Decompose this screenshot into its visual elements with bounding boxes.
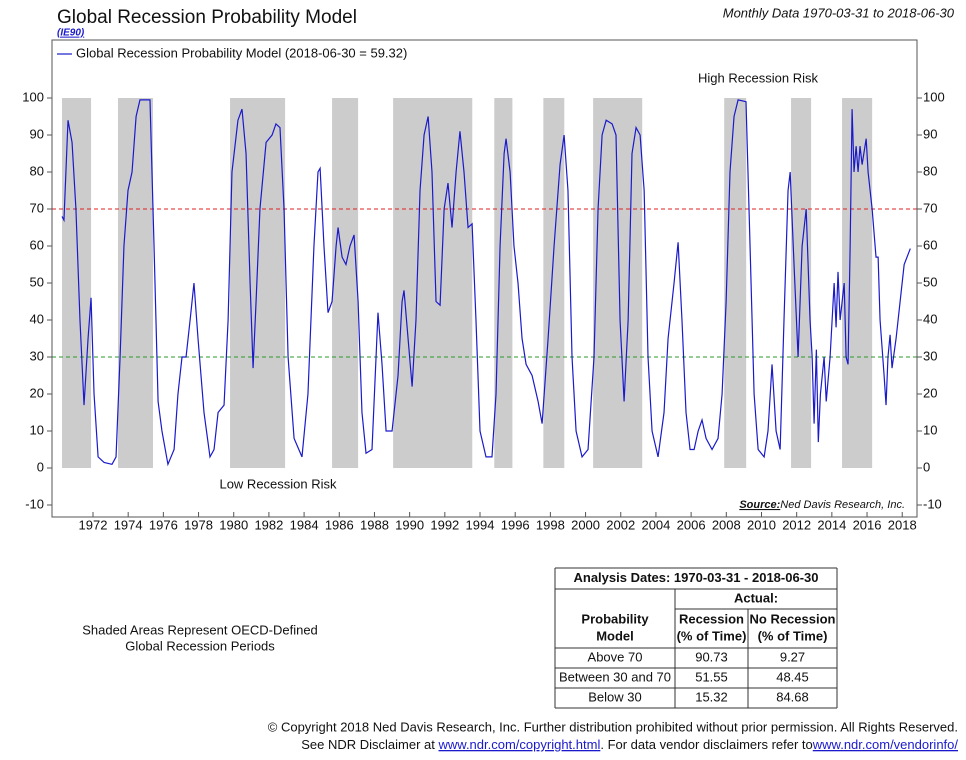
y-tick-label: 50 <box>30 274 44 289</box>
y-tick-label: 70 <box>30 200 44 215</box>
x-tick-label: 2000 <box>571 517 600 532</box>
x-tick-label: 2016 <box>853 517 882 532</box>
x-tick-label: 2012 <box>782 517 811 532</box>
recession-band <box>230 98 286 469</box>
y-tick-label: 60 <box>30 237 44 252</box>
x-tick-label: 1988 <box>360 517 389 532</box>
chart-title: Global Recession Probability Model <box>57 7 357 28</box>
x-tick-label: 2014 <box>817 517 846 532</box>
recession-band <box>393 98 473 469</box>
x-tick-label: 1994 <box>466 517 495 532</box>
table-cell: (% of Time) <box>758 628 828 643</box>
y2-tick-label: 80 <box>923 163 937 178</box>
y2-tick-label: 70 <box>923 200 937 215</box>
x-tick-label: 1980 <box>219 517 248 532</box>
x-tick-label: 1990 <box>395 517 424 532</box>
plot: -10 -10 0 0 10 10 20 20 30 30 40 40 50 50 60 60 70 70 80 80… <box>22 45 944 532</box>
table-cell: Between 30 and 70 <box>559 669 671 684</box>
table: Analysis Dates: 1970-03-31 - 2018-06-30 A… <box>554 567 838 709</box>
y2-tick-label: 60 <box>923 237 937 252</box>
series-line <box>61 99 911 467</box>
link[interactable]: www.ndr.com/copyright.html <box>438 737 601 752</box>
table-cell: Above 70 <box>588 649 643 664</box>
recession-band <box>117 98 153 469</box>
annotation: High Recession Risk <box>698 70 818 85</box>
y2-tick-label: 30 <box>923 348 937 363</box>
x-tick-label: 2002 <box>606 517 635 532</box>
table-cell: Analysis Dates: 1970-03-31 - 2018-06-30 <box>574 570 819 585</box>
legend-label: Global Recession Probability Model (2018… <box>76 45 407 60</box>
y-tick-label: 0 <box>37 459 44 474</box>
note: Shaded Areas Represent OECD-Defined <box>82 622 318 637</box>
table-cell: Model <box>596 628 634 643</box>
table-cell: Below 30 <box>588 689 641 704</box>
table-cell: Probability <box>581 611 649 626</box>
date-range: Monthly Data 1970-03-31 to 2018-06-30 <box>723 5 955 20</box>
recession-band <box>724 98 747 469</box>
table-cell: Recession <box>679 611 744 626</box>
x-tick-label: 2018 <box>888 517 917 532</box>
annotation: Low Recession Risk <box>219 476 337 491</box>
table-cell: 48.45 <box>776 669 809 684</box>
y-tick-label: 40 <box>30 311 44 326</box>
x-tick-label: 1998 <box>536 517 565 532</box>
x-tick-label: 2010 <box>747 517 776 532</box>
copyright: © Copyright 2018 Ned Davis Research, Inc… <box>268 719 958 734</box>
y2-tick-label: 50 <box>923 274 937 289</box>
table-cell: 9.27 <box>780 649 805 664</box>
source-label: Source: <box>739 499 780 511</box>
y2-tick-label: 90 <box>923 126 937 141</box>
x-tick-label: 1986 <box>325 517 354 532</box>
y-tick-label: 30 <box>30 348 44 363</box>
disclaimer: See NDR Disclaimer at www.ndr.com/copyri… <box>301 737 958 752</box>
recession-band <box>332 98 359 469</box>
note: Global Recession Periods <box>125 638 275 653</box>
y2-tick-label: 10 <box>923 422 937 437</box>
table-cell: 51.55 <box>695 669 728 684</box>
x-tick-label: 1974 <box>114 517 143 532</box>
source: Source:Ned Davis Research, Inc. <box>739 499 905 511</box>
table-cell: Actual: <box>734 590 778 605</box>
source-text: Ned Davis Research, Inc. <box>780 499 905 511</box>
y2-tick-label: 0 <box>923 459 930 474</box>
table-cell: 15.32 <box>695 689 728 704</box>
x-tick-label: 2004 <box>641 517 670 532</box>
y2-tick-label: 40 <box>923 311 937 326</box>
y-tick-label: 10 <box>30 422 44 437</box>
x-tick-label: 1978 <box>184 517 213 532</box>
y-tick-label: 90 <box>30 126 44 141</box>
y2-tick-label: 20 <box>923 385 937 400</box>
recession-band <box>494 98 513 469</box>
y2-tick-label: 100 <box>923 89 945 104</box>
plot-frame <box>51 39 918 518</box>
x-tick-label: 1996 <box>501 517 530 532</box>
y-tick-label: 20 <box>30 385 44 400</box>
y-tick-label: 80 <box>30 163 44 178</box>
disclaimer-text: See NDR Disclaimer at <box>301 737 438 752</box>
x-tick-label: 1992 <box>430 517 459 532</box>
link[interactable]: www.ndr.com/vendorinfo/ <box>812 737 959 752</box>
x-tick-label: 2008 <box>712 517 741 532</box>
y-tick-label: 100 <box>22 89 44 104</box>
recession-band <box>543 98 565 469</box>
table-cell: 84.68 <box>776 689 809 704</box>
x-tick-label: 1972 <box>79 517 108 532</box>
code: (IE90) <box>57 28 85 39</box>
x-tick-label: 1982 <box>254 517 283 532</box>
y2-tick-label: -10 <box>923 496 942 511</box>
table-cell: 90.73 <box>695 649 728 664</box>
disclaimer-text: . For data vendor disclaimers refer to <box>600 737 812 752</box>
x-tick-label: 2006 <box>677 517 706 532</box>
x-tick-label: 1984 <box>290 517 319 532</box>
table-cell: (% of Time) <box>677 628 747 643</box>
table-cell: No Recession <box>750 611 836 626</box>
x-tick-label: 1976 <box>149 517 178 532</box>
y-tick-label: -10 <box>25 496 44 511</box>
